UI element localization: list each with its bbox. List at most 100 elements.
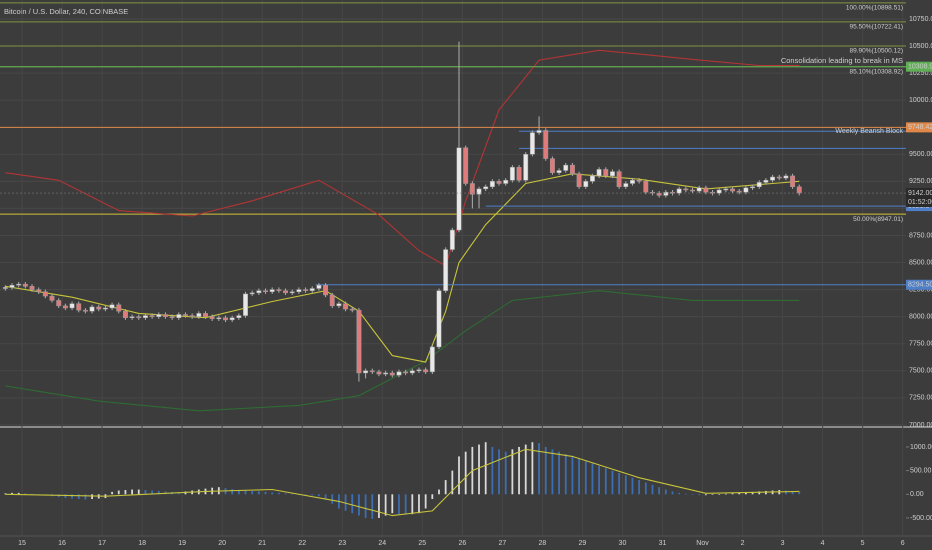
- level-tag: [906, 61, 932, 72]
- histogram-bar: [264, 491, 267, 495]
- histogram-bar: [177, 492, 180, 495]
- candle-body: [363, 370, 369, 374]
- candle-body: [429, 346, 435, 373]
- histogram-bar: [751, 491, 754, 495]
- histogram-bar: [691, 494, 694, 495]
- histogram-bar: [758, 491, 761, 495]
- candle-body: [743, 187, 749, 193]
- histogram-bar: [744, 492, 747, 495]
- candle-body: [316, 285, 322, 289]
- candle-body: [776, 176, 782, 179]
- candle-body: [42, 291, 48, 297]
- candle-body: [109, 304, 115, 309]
- x-tick-label: 27: [498, 540, 506, 547]
- y-tick-label: 8000.00: [909, 314, 932, 321]
- chart-title: Bitcoin / U.S. Dollar, 240, COINBASE: [4, 7, 128, 16]
- histogram-bar: [271, 492, 274, 495]
- x-tick-label: 15: [18, 540, 26, 547]
- histogram-bar: [704, 494, 707, 496]
- candle-body: [483, 186, 489, 190]
- histogram-bar: [144, 490, 147, 495]
- y-tick-label: 8750.00: [909, 232, 932, 239]
- histogram-bar: [798, 491, 801, 495]
- candle-body: [256, 290, 262, 294]
- y-tick-label: 7000.00: [909, 422, 932, 429]
- candle-body: [96, 306, 102, 310]
- candle-body: [89, 306, 95, 312]
- level-tag-label: 8294.50: [908, 282, 932, 289]
- candle-body: [556, 170, 562, 173]
- histogram-bar: [351, 494, 354, 514]
- histogram-bar: [478, 444, 480, 495]
- candle-body: [576, 173, 582, 187]
- candle-body: [189, 315, 195, 317]
- candle-body: [22, 283, 28, 287]
- candle-body: [49, 295, 55, 301]
- histogram-bar: [511, 449, 514, 495]
- histogram-bar: [631, 477, 634, 495]
- candle-body: [469, 183, 475, 195]
- histogram-bar: [711, 494, 714, 495]
- candle-body: [796, 186, 802, 194]
- histogram-bar: [137, 489, 140, 495]
- candle-body: [283, 290, 288, 294]
- candle-body: [389, 372, 395, 376]
- histogram-bar: [398, 494, 400, 515]
- histogram-bar: [678, 492, 681, 495]
- y-tick-label: 7250.00: [909, 395, 932, 402]
- x-tick-label: 20: [218, 540, 226, 547]
- candle-body: [243, 293, 248, 316]
- histogram-bar: [531, 442, 534, 495]
- x-tick-label: 31: [659, 540, 667, 547]
- candle-body: [750, 186, 756, 189]
- candle-body: [122, 310, 128, 318]
- y-tick-label: -500.00: [910, 515, 932, 522]
- candle-body: [36, 289, 42, 293]
- histogram-bar: [544, 446, 547, 495]
- histogram-bar: [458, 456, 460, 495]
- histogram-bar: [318, 494, 320, 497]
- histogram-bar: [451, 470, 454, 495]
- candle-body: [82, 309, 88, 312]
- candle-body: [76, 303, 82, 311]
- candle-body: [543, 130, 549, 159]
- histogram-bar: [411, 494, 414, 515]
- candle-body: [623, 183, 629, 187]
- x-tick-label: 4: [821, 540, 825, 547]
- fib-label: 89.90%(10500.12): [850, 48, 904, 55]
- x-tick-label: 16: [58, 540, 66, 547]
- candle-body: [102, 307, 108, 310]
- histogram-bar: [84, 494, 87, 500]
- candle-body: [223, 317, 228, 321]
- candle-body: [683, 188, 689, 191]
- histogram-bar: [91, 494, 93, 500]
- y-tick-label: 10000.00: [909, 97, 932, 104]
- candle-body: [476, 188, 482, 195]
- candle-body: [489, 181, 495, 187]
- candle-body: [423, 369, 429, 373]
- y-tick-label: 10500.00: [909, 43, 932, 50]
- histogram-bar: [444, 480, 447, 495]
- histogram-bar: [324, 494, 327, 500]
- histogram-bar: [604, 468, 607, 495]
- histogram-bar: [11, 492, 13, 495]
- histogram-bar: [484, 442, 487, 495]
- histogram-bar: [731, 493, 734, 495]
- y-tick-label: 9250.00: [909, 178, 932, 185]
- histogram-bar: [304, 494, 307, 495]
- histogram-bar: [371, 494, 374, 519]
- histogram-bar: [24, 493, 27, 495]
- histogram-bar: [244, 490, 247, 495]
- histogram-bar: [277, 492, 280, 495]
- candle-body: [142, 315, 148, 318]
- candle-body: [29, 286, 35, 290]
- x-tick-label: 25: [418, 540, 426, 547]
- candle-body: [2, 287, 8, 289]
- histogram-bar: [618, 472, 621, 495]
- candle-body: [643, 181, 649, 193]
- x-tick-label: 6: [901, 540, 905, 547]
- candle-body: [723, 188, 729, 191]
- x-tick-label: 24: [378, 540, 386, 547]
- candle-body: [516, 167, 522, 181]
- candle-body: [276, 289, 282, 291]
